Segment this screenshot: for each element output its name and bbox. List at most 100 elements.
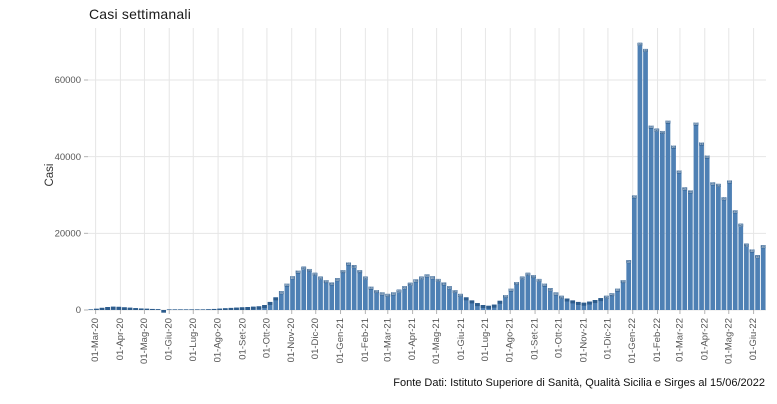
bar	[379, 292, 385, 310]
bar-cap	[323, 280, 329, 284]
bar-cap	[122, 307, 127, 310]
bar-cap	[559, 295, 564, 299]
bar-cap	[738, 223, 744, 227]
bar	[531, 275, 536, 310]
bar	[368, 286, 374, 310]
bar	[676, 170, 682, 310]
bar	[284, 283, 290, 310]
bar-cap	[615, 288, 620, 292]
bar-value-label: 40300	[705, 155, 709, 159]
bar-cap	[239, 307, 245, 310]
bar-value-label: 29900	[632, 195, 636, 199]
bar-cap	[458, 293, 463, 297]
bar	[626, 260, 632, 310]
bar-cap	[295, 270, 301, 274]
bar	[441, 282, 447, 310]
bar-cap	[587, 301, 592, 305]
bar-value-label: 10700	[307, 269, 311, 273]
bar-cap	[547, 288, 553, 292]
bar-cap	[631, 195, 637, 199]
bar-value-label: 48100	[649, 125, 653, 129]
bar-cap	[676, 170, 682, 174]
bar-cap	[609, 293, 615, 297]
bar-value-label: 3900	[503, 295, 507, 299]
bar-cap	[536, 278, 542, 282]
bar	[290, 276, 295, 310]
bar-value-label: 8100	[537, 279, 541, 283]
bar-value-label: 16900	[761, 245, 765, 249]
bar-cap	[491, 304, 497, 308]
x-tick-label: 01-Mag-21	[431, 318, 442, 364]
bar	[267, 301, 273, 310]
bar-cap	[166, 309, 172, 310]
bar-value-label: 29400	[722, 197, 726, 201]
bar	[396, 289, 402, 310]
bar-value-label: 8700	[419, 276, 423, 280]
x-tick-label: 01-Nov-20	[286, 318, 297, 362]
bar-value-label: 8100	[436, 279, 440, 283]
bar-cap	[178, 309, 183, 310]
bar-value-label: 9100	[532, 275, 536, 279]
bar-cap	[94, 308, 99, 310]
bar-cap	[654, 128, 660, 132]
bar-cap	[503, 295, 508, 299]
bar	[318, 276, 323, 310]
bar	[699, 142, 704, 310]
bar-cap	[172, 309, 178, 310]
bar-cap	[278, 291, 284, 295]
x-tick-label: 01-Apr-20	[115, 318, 126, 360]
bar	[704, 155, 710, 310]
bar-cap	[413, 279, 419, 283]
bar-cap	[133, 308, 138, 310]
bar	[631, 195, 637, 310]
bar	[727, 180, 732, 310]
bar-value-label: 5600	[509, 288, 513, 292]
bar-cap	[312, 272, 318, 276]
bar-cap	[340, 270, 346, 274]
bar	[273, 297, 279, 310]
bar-cap	[603, 295, 609, 299]
bar-value-label: 4900	[279, 291, 283, 295]
bar	[374, 290, 379, 310]
bar-value-label: 3700	[560, 295, 564, 299]
bar-cap	[665, 120, 671, 124]
bar-cap	[430, 276, 435, 280]
bar	[357, 270, 363, 310]
bar-cap	[575, 301, 581, 305]
bar-cap	[189, 309, 195, 310]
bar-cap	[598, 298, 604, 302]
bar-value-label: 9300	[425, 274, 429, 278]
bar-cap	[486, 305, 491, 309]
bar-value-label: 4200	[386, 294, 390, 298]
bar-cap	[374, 290, 379, 294]
bar	[547, 288, 553, 310]
bar	[458, 293, 463, 310]
x-tick-label: 01-Mag-20	[139, 318, 150, 364]
bar-value-label: 31200	[688, 190, 692, 194]
bar	[306, 268, 312, 310]
bar-cap	[329, 282, 335, 286]
bar-cap	[693, 122, 699, 126]
bar-cap	[659, 130, 665, 134]
bar	[508, 288, 514, 310]
bar	[587, 301, 592, 310]
bar-value-label: 6900	[285, 283, 289, 287]
bar	[665, 120, 671, 310]
bar	[609, 293, 615, 310]
x-tick-label: 01-Set-21	[530, 318, 541, 360]
bar-cap	[217, 308, 223, 310]
bar	[755, 255, 760, 310]
x-tick-label: 01-Mar-21	[382, 318, 393, 362]
bar-cap	[749, 249, 755, 253]
bar-cap	[419, 276, 424, 280]
bar-cap	[570, 300, 576, 304]
bar	[738, 223, 744, 310]
bar-cap	[105, 307, 110, 310]
bar	[536, 278, 542, 310]
bar-cap	[222, 308, 228, 310]
chart-title: Casi settimanali	[89, 6, 192, 22]
bar-cap	[452, 290, 458, 294]
bar-value-label: 10400	[341, 270, 345, 274]
bar-value-label: 7800	[621, 280, 625, 284]
bar-value-label: 6200	[447, 286, 451, 290]
